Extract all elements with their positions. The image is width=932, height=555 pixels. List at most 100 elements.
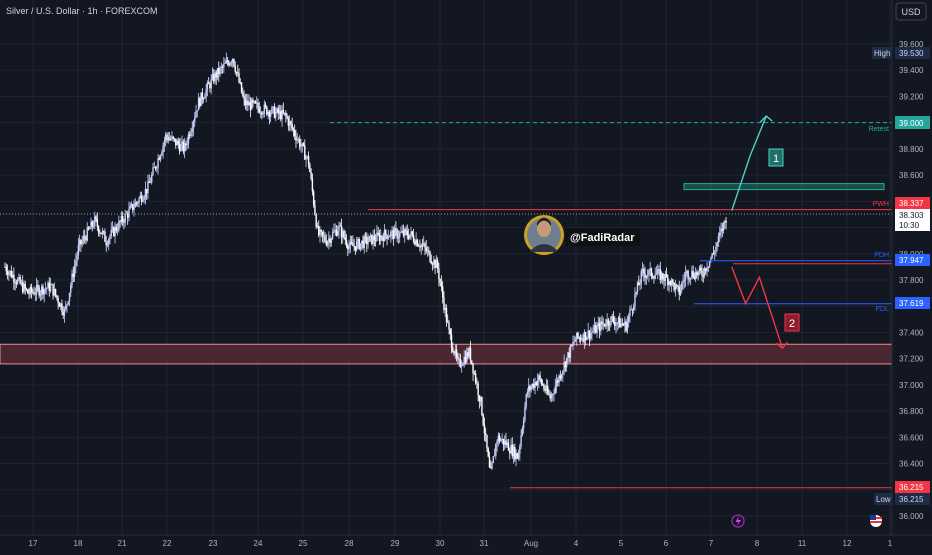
candle-body [619,317,621,328]
candle-body [278,111,281,114]
candle-body [512,446,515,457]
candle-body [720,228,722,233]
candle-body [325,241,328,245]
candle-body [96,219,99,227]
candle-body [608,324,611,326]
candle-body [232,58,234,63]
candle-body [401,230,403,233]
candle-body [221,66,224,68]
candle-body [29,287,31,294]
flash-icon[interactable] [731,514,745,528]
pdl-value: 37.619 [899,299,924,308]
candle-body [58,303,61,307]
candle-body [525,394,527,407]
candle-body [644,273,646,278]
candle-body [584,331,587,340]
candle-body [331,232,334,239]
candle-body [183,143,186,152]
candle-body [498,435,501,442]
candle-body [612,317,615,322]
candle-body [371,234,373,245]
candle-body [452,347,454,352]
candle-body [466,352,468,363]
candle-body [209,83,211,89]
time-axis[interactable] [0,535,932,550]
candle-body [473,373,476,375]
candle-body [51,284,53,285]
candle-body [110,229,112,236]
candle-body [178,144,181,152]
x-tick-label: 8 [755,539,760,548]
candle-body [180,143,182,152]
candle-body [621,323,624,325]
candle-body [85,237,87,241]
candle-body [405,229,407,232]
candle-body [215,72,217,78]
candle-body [696,272,698,276]
candle-body [40,286,43,293]
candle-body [237,72,239,74]
candle-body [648,270,650,275]
candle-body [292,128,295,131]
author-watermark[interactable]: @FadiRadar [524,215,640,255]
candle-body [168,138,171,141]
currency-button[interactable]: USD [895,2,927,21]
candle-body [214,72,216,82]
candle-body [487,448,489,457]
y-tick-label: 37.200 [899,355,924,364]
candle-body [290,121,292,124]
candle-body [66,304,68,306]
candle-body [218,68,220,75]
price-axis[interactable] [892,0,932,535]
x-tick-label: 5 [619,539,624,548]
candle-body [299,139,301,147]
candle-body [68,292,71,302]
candle-body [558,375,560,383]
candle-body [42,286,44,295]
candle-body [273,106,276,118]
candle-body [192,121,195,129]
us-flag-icon[interactable] [870,515,882,527]
candle-body [674,284,677,291]
candle-body [104,231,106,242]
candle-body [686,271,688,273]
candle-body [52,284,54,296]
candle-body [144,188,147,198]
candle-body [286,115,288,119]
candle-body [574,339,577,342]
candle-body [135,202,138,204]
candle-body [300,146,302,147]
candle-body [263,104,266,114]
candle-body [302,143,305,146]
candle-body [564,362,567,368]
candle-body [447,321,449,323]
candle-body [311,178,314,192]
x-tick-label: 30 [436,539,445,548]
candle-body [706,268,708,272]
candle-body [377,232,379,235]
candle-body [277,108,279,114]
candle-body [719,232,721,236]
candle-body [631,309,634,311]
candle-body [697,271,699,276]
candle-body [130,204,133,206]
candle-body [101,231,104,235]
candle-body [114,226,116,236]
candle-body [285,112,287,116]
candle-body [280,111,282,120]
scenario-1-path [731,115,767,211]
candle-body [606,319,608,327]
candle-body [250,99,253,110]
svg-text:Low: Low [876,495,891,504]
candle-body [615,323,617,326]
candle-body [328,238,330,242]
candle-body [568,352,570,358]
candle-body [573,341,575,343]
candle-body [688,278,691,280]
candle-body [13,274,15,283]
candle-body [267,111,269,115]
y-tick-label: 36.400 [899,460,924,469]
candle-body [528,385,530,392]
candle-body [501,438,503,441]
